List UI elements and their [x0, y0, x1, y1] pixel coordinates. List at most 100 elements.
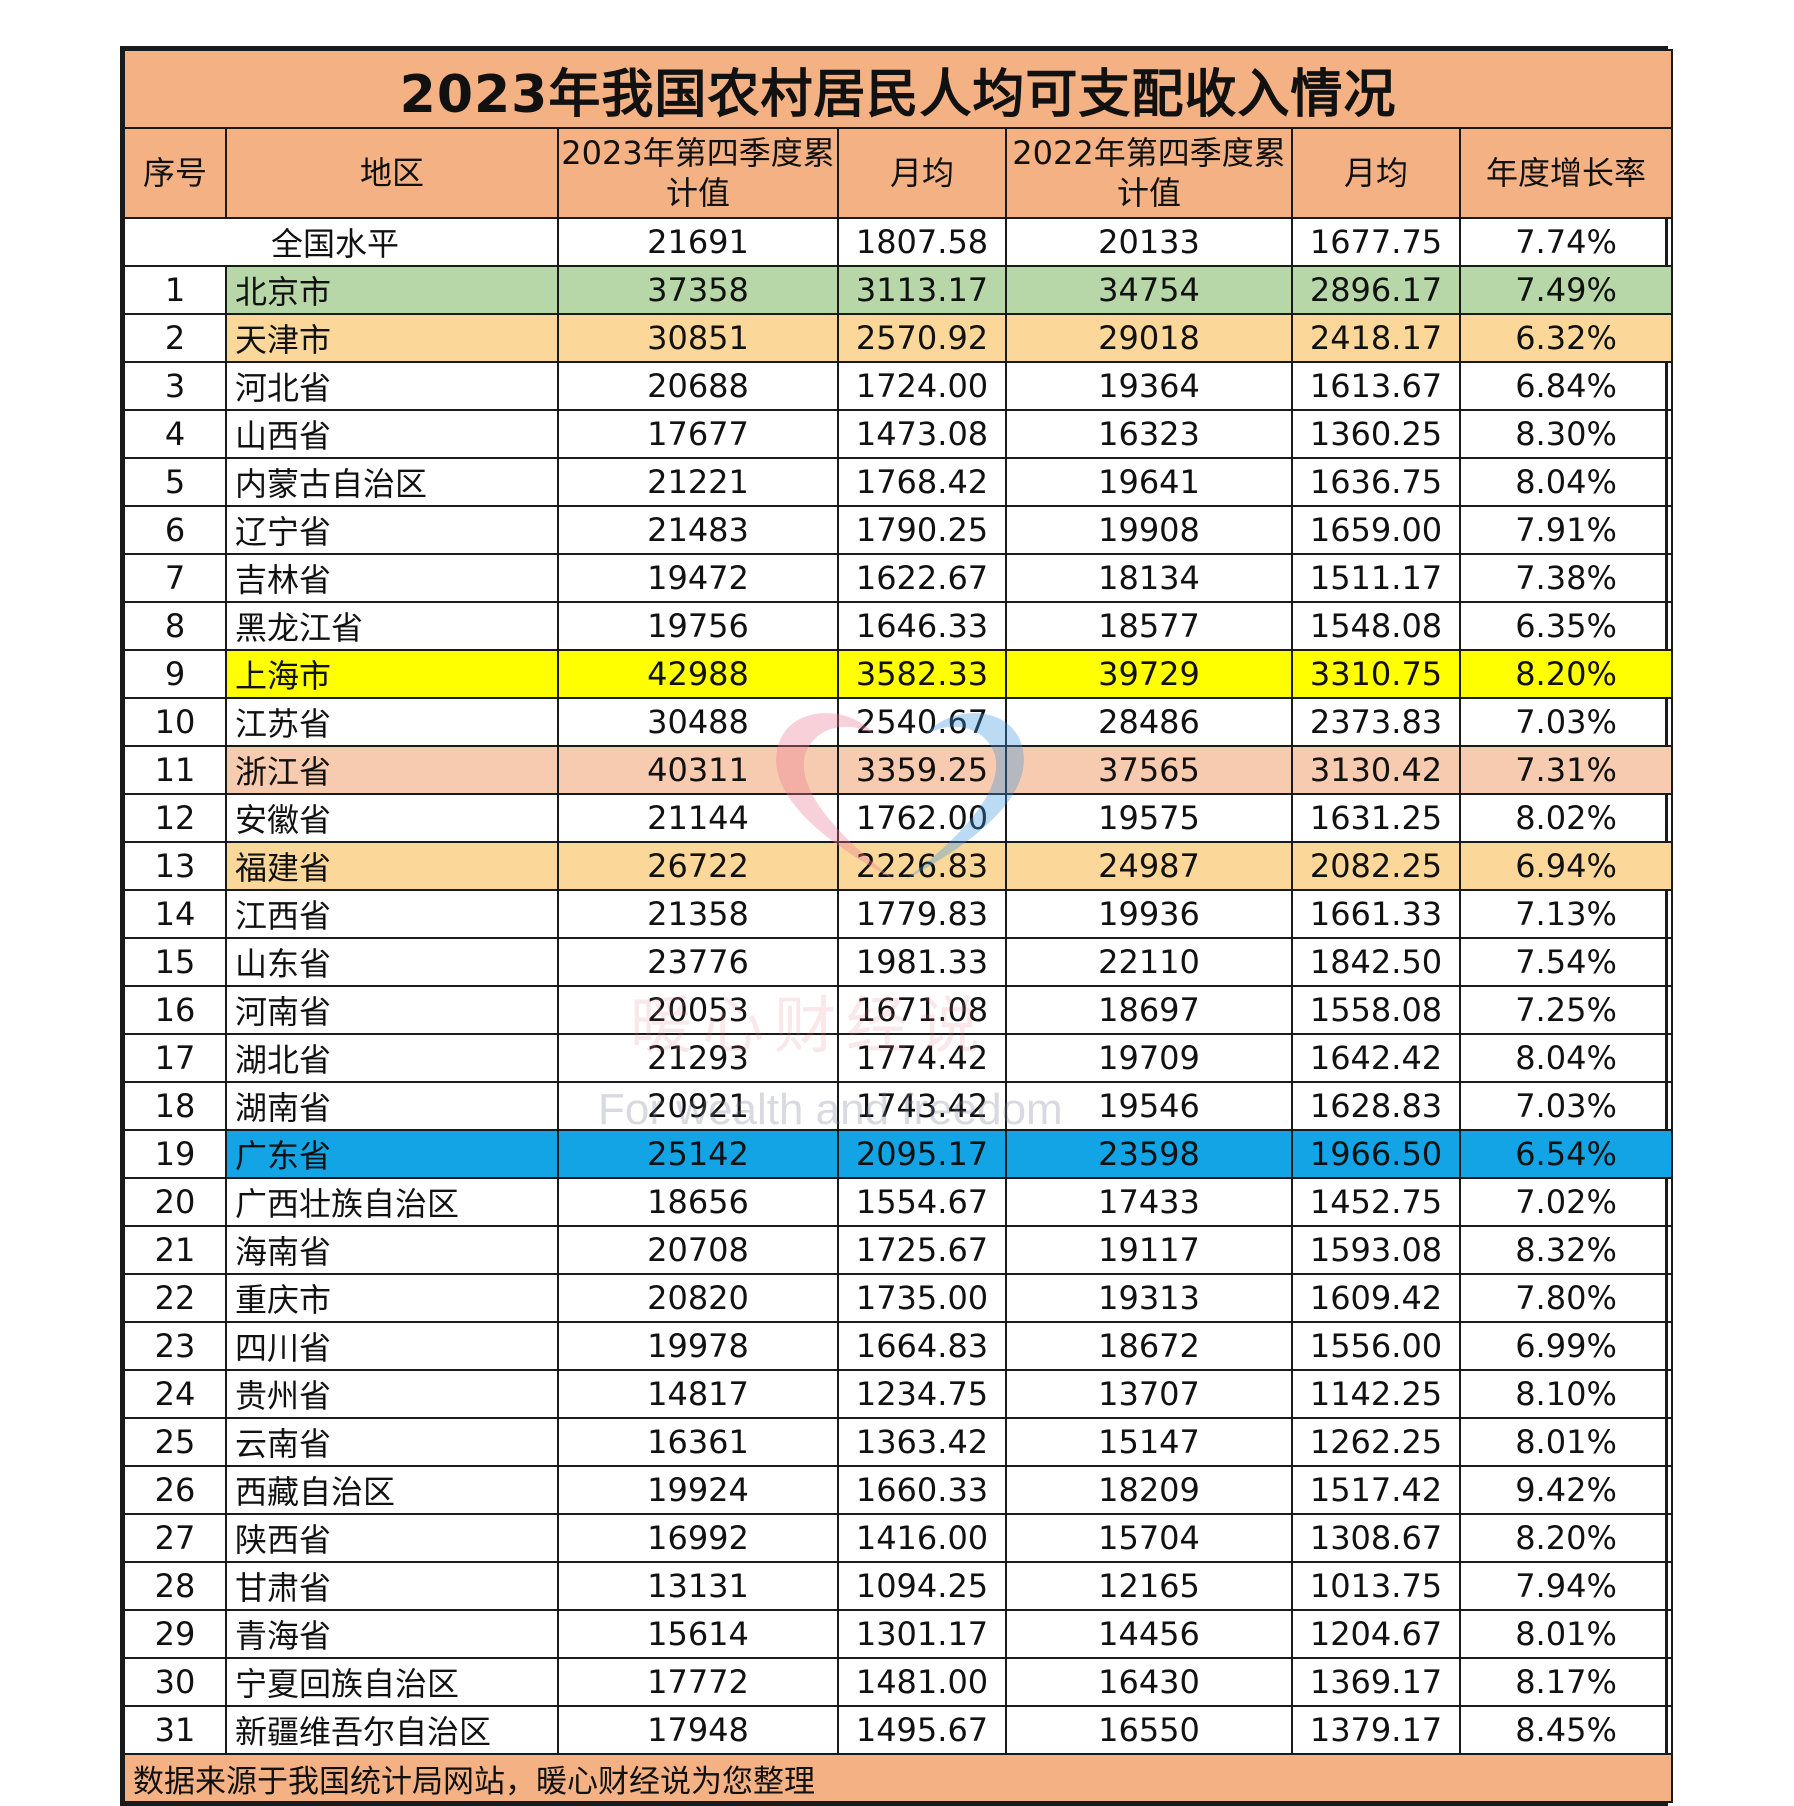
- row-seq: 7: [123, 553, 227, 603]
- row-2022-monthly: 1966.50: [1291, 1129, 1461, 1179]
- table-row: 13 福建省 26722 2226.83 24987 2082.25 6.94%: [123, 841, 1674, 891]
- national-growth: 7.74%: [1458, 217, 1674, 267]
- income-table-sheet: 2023年我国农村居民人均可支配收入情况 序号 地区 2023年第四季度累计值 …: [120, 46, 1674, 1806]
- row-2023-monthly: 3113.17: [837, 265, 1007, 315]
- table-row: 29 青海省 15614 1301.17 14456 1204.67 8.01%: [123, 1609, 1674, 1659]
- row-growth: 6.99%: [1458, 1321, 1674, 1371]
- row-growth: 6.35%: [1458, 601, 1674, 651]
- national-2022-monthly: 1677.75: [1291, 217, 1461, 267]
- row-2022-monthly: 1659.00: [1291, 505, 1461, 555]
- row-2022-total: 15704: [1005, 1513, 1293, 1563]
- row-growth: 7.03%: [1458, 1081, 1674, 1131]
- row-region: 北京市: [225, 265, 559, 315]
- row-2022-monthly: 1452.75: [1291, 1177, 1461, 1227]
- row-2022-total: 13707: [1005, 1369, 1293, 1419]
- row-growth: 7.54%: [1458, 937, 1674, 987]
- row-region: 辽宁省: [225, 505, 559, 555]
- row-2022-monthly: 2082.25: [1291, 841, 1461, 891]
- row-growth: 8.20%: [1458, 649, 1674, 699]
- row-2023-monthly: 1416.00: [837, 1513, 1007, 1563]
- table-row: 22 重庆市 20820 1735.00 19313 1609.42 7.80%: [123, 1273, 1674, 1323]
- row-2023-total: 17948: [557, 1705, 839, 1755]
- row-2022-total: 19575: [1005, 793, 1293, 843]
- row-2023-total: 21293: [557, 1033, 839, 1083]
- row-region: 吉林省: [225, 553, 559, 603]
- row-2023-total: 21358: [557, 889, 839, 939]
- row-2023-monthly: 1725.67: [837, 1225, 1007, 1275]
- row-2022-monthly: 1631.25: [1291, 793, 1461, 843]
- table-row: 2 天津市 30851 2570.92 29018 2418.17 6.32%: [123, 313, 1674, 363]
- row-growth: 7.80%: [1458, 1273, 1674, 1323]
- row-seq: 6: [123, 505, 227, 555]
- row-2022-monthly: 1548.08: [1291, 601, 1461, 651]
- row-region: 湖南省: [225, 1081, 559, 1131]
- table-row: 14 江西省 21358 1779.83 19936 1661.33 7.13%: [123, 889, 1674, 939]
- row-2023-total: 14817: [557, 1369, 839, 1419]
- row-2023-monthly: 1724.00: [837, 361, 1007, 411]
- row-2023-total: 13131: [557, 1561, 839, 1611]
- row-growth: 8.10%: [1458, 1369, 1674, 1419]
- row-2022-monthly: 1661.33: [1291, 889, 1461, 939]
- row-growth: 8.17%: [1458, 1657, 1674, 1707]
- row-2022-total: 18577: [1005, 601, 1293, 651]
- row-2023-monthly: 1301.17: [837, 1609, 1007, 1659]
- header-growth: 年度增长率: [1458, 127, 1674, 219]
- row-growth: 8.01%: [1458, 1609, 1674, 1659]
- row-2022-total: 18134: [1005, 553, 1293, 603]
- row-2022-monthly: 1609.42: [1291, 1273, 1461, 1323]
- row-region: 四川省: [225, 1321, 559, 1371]
- row-seq: 20: [123, 1177, 227, 1227]
- table-row: 24 贵州省 14817 1234.75 13707 1142.25 8.10%: [123, 1369, 1674, 1419]
- row-seq: 4: [123, 409, 227, 459]
- row-2023-monthly: 3359.25: [837, 745, 1007, 795]
- header-2023-total: 2023年第四季度累计值: [557, 127, 839, 219]
- row-2022-monthly: 1636.75: [1291, 457, 1461, 507]
- row-2022-monthly: 1613.67: [1291, 361, 1461, 411]
- row-2022-monthly: 2896.17: [1291, 265, 1461, 315]
- row-2022-monthly: 1262.25: [1291, 1417, 1461, 1467]
- table-row: 17 湖北省 21293 1774.42 19709 1642.42 8.04%: [123, 1033, 1674, 1083]
- row-seq: 21: [123, 1225, 227, 1275]
- row-2022-monthly: 2373.83: [1291, 697, 1461, 747]
- row-seq: 28: [123, 1561, 227, 1611]
- row-2022-monthly: 1142.25: [1291, 1369, 1461, 1419]
- row-2022-monthly: 1379.17: [1291, 1705, 1461, 1755]
- row-2023-monthly: 1094.25: [837, 1561, 1007, 1611]
- row-2023-monthly: 1622.67: [837, 553, 1007, 603]
- row-2022-monthly: 1642.42: [1291, 1033, 1461, 1083]
- row-2023-total: 15614: [557, 1609, 839, 1659]
- row-2023-monthly: 1363.42: [837, 1417, 1007, 1467]
- table-row: 27 陕西省 16992 1416.00 15704 1308.67 8.20%: [123, 1513, 1674, 1563]
- row-2022-monthly: 1369.17: [1291, 1657, 1461, 1707]
- row-region: 浙江省: [225, 745, 559, 795]
- row-2022-monthly: 1556.00: [1291, 1321, 1461, 1371]
- row-2022-total: 15147: [1005, 1417, 1293, 1467]
- row-growth: 7.94%: [1458, 1561, 1674, 1611]
- row-2023-total: 19472: [557, 553, 839, 603]
- header-2022-monthly: 月均: [1291, 127, 1461, 219]
- row-2023-monthly: 3582.33: [837, 649, 1007, 699]
- row-growth: 7.91%: [1458, 505, 1674, 555]
- row-2022-total: 16323: [1005, 409, 1293, 459]
- row-2023-total: 25142: [557, 1129, 839, 1179]
- row-seq: 13: [123, 841, 227, 891]
- row-2023-monthly: 1481.00: [837, 1657, 1007, 1707]
- row-2023-monthly: 1495.67: [837, 1705, 1007, 1755]
- table-row: 11 浙江省 40311 3359.25 37565 3130.42 7.31%: [123, 745, 1674, 795]
- table-row: 9 上海市 42988 3582.33 39729 3310.75 8.20%: [123, 649, 1674, 699]
- row-2023-monthly: 2226.83: [837, 841, 1007, 891]
- row-2023-total: 18656: [557, 1177, 839, 1227]
- table-row: 3 河北省 20688 1724.00 19364 1613.67 6.84%: [123, 361, 1674, 411]
- row-seq: 11: [123, 745, 227, 795]
- row-region: 贵州省: [225, 1369, 559, 1419]
- row-seq: 23: [123, 1321, 227, 1371]
- row-2023-total: 40311: [557, 745, 839, 795]
- row-2022-monthly: 1308.67: [1291, 1513, 1461, 1563]
- row-2023-total: 23776: [557, 937, 839, 987]
- row-2022-total: 28486: [1005, 697, 1293, 747]
- table-title: 2023年我国农村居民人均可支配收入情况: [122, 49, 1674, 129]
- row-region: 上海市: [225, 649, 559, 699]
- row-region: 江苏省: [225, 697, 559, 747]
- row-2023-total: 17677: [557, 409, 839, 459]
- row-seq: 25: [123, 1417, 227, 1467]
